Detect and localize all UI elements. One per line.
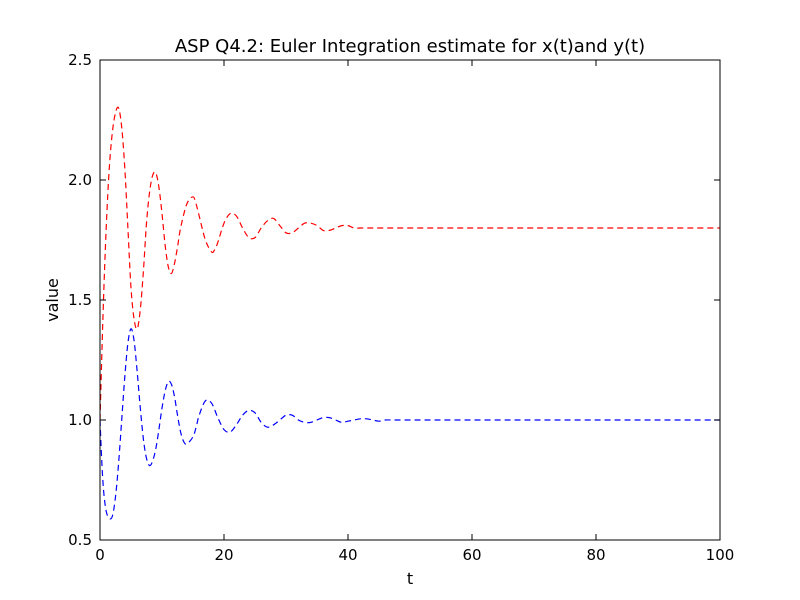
x-tick-label: 40 — [338, 546, 357, 564]
x-axis-label: t — [407, 569, 413, 588]
series-layer — [100, 106, 720, 520]
x-tick-label: 80 — [586, 546, 605, 564]
y-axis-label: value — [43, 278, 62, 322]
plot-frame — [99, 59, 721, 541]
x-tick-label: 0 — [95, 546, 105, 564]
y-tick-label: 0.5 — [68, 531, 92, 549]
y-tick-label: 1.5 — [68, 291, 92, 309]
chart-title: ASP Q4.2: Euler Integration estimate for… — [175, 36, 645, 57]
x-tick-label: 20 — [214, 546, 233, 564]
series-line-0 — [100, 106, 720, 421]
y-tick-label: 2.5 — [68, 51, 92, 69]
x-tick-label: 100 — [706, 546, 735, 564]
x-tick-label: 60 — [462, 546, 481, 564]
y-tick-label: 1.0 — [68, 411, 92, 429]
series-line-1 — [100, 328, 720, 520]
y-tick-label: 2.0 — [68, 171, 92, 189]
